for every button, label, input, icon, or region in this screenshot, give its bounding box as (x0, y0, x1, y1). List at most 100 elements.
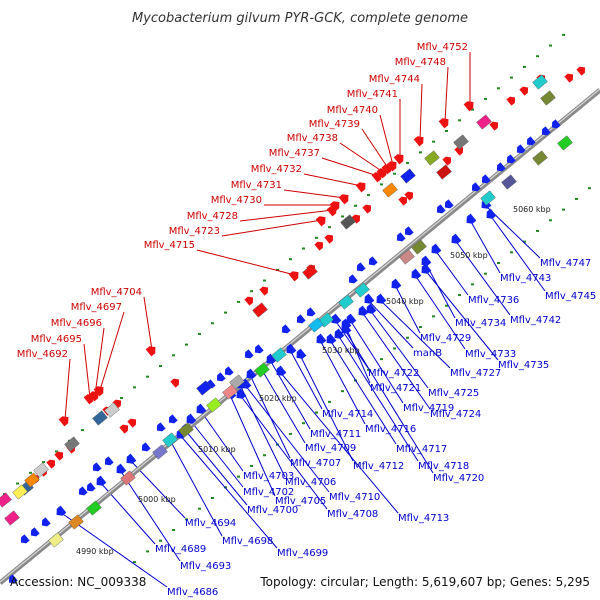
track-dot-inner (367, 368, 370, 371)
gene-feature-box (196, 380, 212, 396)
forward-gene-arrow (112, 399, 122, 409)
reverse-gene-arrow (368, 256, 378, 266)
scale-label: 5050 kbp (450, 251, 488, 260)
track-dot-inner (588, 187, 591, 190)
forward-gene-arrow (454, 146, 464, 156)
reverse-gene-arrow (348, 274, 358, 284)
gene-feature-box (400, 168, 416, 184)
callout-line (83, 343, 91, 399)
track-dot-outer (367, 194, 370, 197)
gene-label-reverse: Mflv_4707 (290, 458, 341, 469)
reverse-gene-arrow (281, 324, 291, 334)
forward-gene-arrow (564, 73, 574, 83)
track-dot-outer (549, 44, 552, 47)
forward-gene-arrow (489, 121, 499, 131)
gene-label-reverse: Mflv_4734 (455, 318, 506, 329)
forward-gene-arrow (326, 206, 337, 217)
callout-line (344, 329, 434, 474)
gene-label-reverse: Mflv_4743 (500, 273, 551, 284)
reverse-gene-arrow (246, 368, 257, 379)
gene-label-reverse: Mflv_4713 (398, 513, 449, 524)
callout-line (444, 66, 449, 123)
gene-label-forward: Mflv_4704 (91, 287, 142, 298)
forward-gene-arrow (398, 196, 408, 206)
gene-label-reverse: Mflv_4742 (510, 315, 561, 326)
reverse-gene-arrow (56, 505, 67, 516)
gene-feature-box (340, 214, 356, 230)
scale-label: 5010 kbp (198, 445, 236, 454)
gene-label-forward: Mflv_4737 (269, 148, 320, 159)
gene-label-reverse: Mflv_4722 (368, 368, 419, 379)
gene-label-reverse: Mflv_4700 (247, 505, 298, 516)
forward-gene-arrow (93, 386, 104, 397)
track-dot-inner (315, 411, 318, 414)
reverse-gene-arrow (404, 226, 414, 236)
callout-line (283, 189, 346, 199)
gene-label-reverse: Mflv_4717 (396, 444, 447, 455)
callout-line (337, 334, 419, 462)
gene-label-reverse: Mflv_4716 (365, 424, 416, 435)
gene-feature-box (4, 510, 20, 526)
gene-feature-box (308, 317, 324, 333)
gene-label-forward: Mflv_4695 (31, 334, 82, 345)
callout-line (394, 284, 421, 334)
reverse-gene-arrow (431, 243, 442, 254)
track-dot-inner (419, 326, 422, 329)
reverse-gene-arrow (516, 144, 526, 154)
reverse-gene-arrow (451, 233, 462, 244)
reverse-gene-arrow (391, 278, 402, 289)
track-dot-outer (497, 87, 500, 90)
feature-track-dots (3, 33, 591, 564)
track-dot-inner (341, 390, 344, 393)
reverse-gene-arrow (358, 305, 369, 316)
track-dot-outer (211, 322, 214, 325)
callout-line (367, 299, 414, 349)
reverse-gene-arrow (316, 333, 327, 344)
forward-gene-arrow (83, 394, 94, 405)
track-dot-inner (198, 507, 201, 510)
scale-label: 4990 kbp (76, 547, 114, 556)
reverse-gene-arrow (254, 344, 264, 354)
track-dot-outer (445, 129, 448, 132)
gene-feature-box (399, 249, 415, 265)
reverse-gene-arrow (104, 456, 114, 466)
track-dot-outer (510, 76, 513, 79)
gene-feature-box (338, 294, 354, 310)
track-dot-outer (42, 461, 45, 464)
reverse-gene-arrow (481, 174, 491, 184)
track-dot-outer (536, 55, 539, 58)
forward-gene-arrow (46, 459, 56, 469)
forward-gene-arrow (244, 296, 254, 306)
track-dot-inner (393, 347, 396, 350)
gene-label-forward: Mflv_4715 (144, 240, 195, 251)
forward-gene-arrow (58, 416, 69, 427)
forward-gene-arrow (438, 118, 449, 129)
forward-gene-arrow (259, 286, 269, 296)
callout-line (361, 311, 431, 410)
track-dot-outer (55, 450, 58, 453)
gene-label-forward: Mflv_4723 (169, 226, 220, 237)
gene-feature-box (222, 384, 238, 400)
reverse-gene-arrow (196, 403, 207, 414)
reverse-gene-arrow (126, 453, 137, 464)
reverse-gene-arrow (551, 119, 561, 129)
gene-feature-box (453, 134, 469, 150)
track-dot-outer (432, 140, 435, 143)
track-dot-outer (29, 471, 32, 474)
track-dot-outer (302, 247, 305, 250)
track-dot-outer (172, 354, 175, 357)
gene-feature-box (152, 444, 168, 460)
callout-line (379, 299, 451, 369)
reverse-gene-arrow (224, 366, 234, 376)
gene-feature-box (354, 282, 370, 298)
forward-gene-arrow (463, 101, 474, 112)
genome-backbone-highlight (0, 88, 600, 583)
forward-gene-arrow (376, 168, 387, 179)
gene-label-reverse: Mflv_4747 (540, 258, 591, 269)
forward-gene-arrow (288, 271, 299, 282)
forward-gene-arrow (54, 451, 64, 461)
callout-line (119, 469, 181, 562)
reverse-gene-arrow (376, 293, 387, 304)
callout-line (179, 434, 278, 549)
forward-gene-arrow (362, 204, 372, 214)
